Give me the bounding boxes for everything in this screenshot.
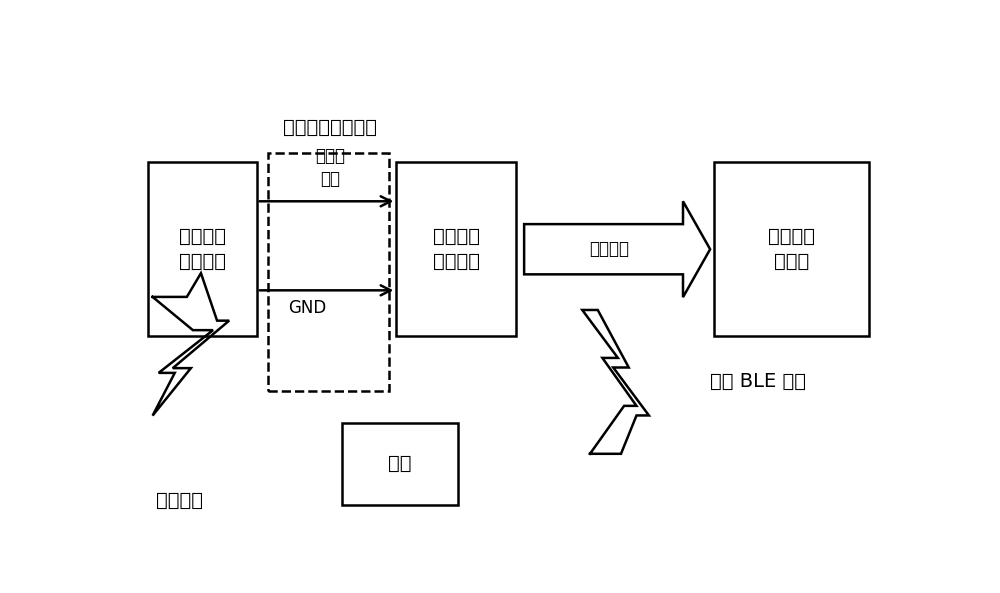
Text: 无线充电
发射模块: 无线充电 发射模块 [433,227,480,271]
Text: GND: GND [288,299,326,317]
Text: 无线充电
发射模块: 无线充电 发射模块 [179,227,226,271]
Bar [714,162,869,336]
Text: 手机: 手机 [388,454,412,473]
Text: 命令控制: 命令控制 [590,240,630,258]
Text: 充电信
号线: 充电信 号线 [315,148,345,187]
Text: 低功耗蓝
牙模块: 低功耗蓝 牙模块 [768,227,815,271]
Text: 无线充电: 无线充电 [156,490,203,509]
Bar [342,423,458,505]
Polygon shape [524,201,710,297]
Bar [148,162,257,336]
Text: 蓝牙 BLE 协议: 蓝牙 BLE 协议 [710,372,806,391]
Text: 无线充电发射检测: 无线充电发射检测 [283,119,377,138]
Bar [396,162,516,336]
Bar [268,154,388,391]
